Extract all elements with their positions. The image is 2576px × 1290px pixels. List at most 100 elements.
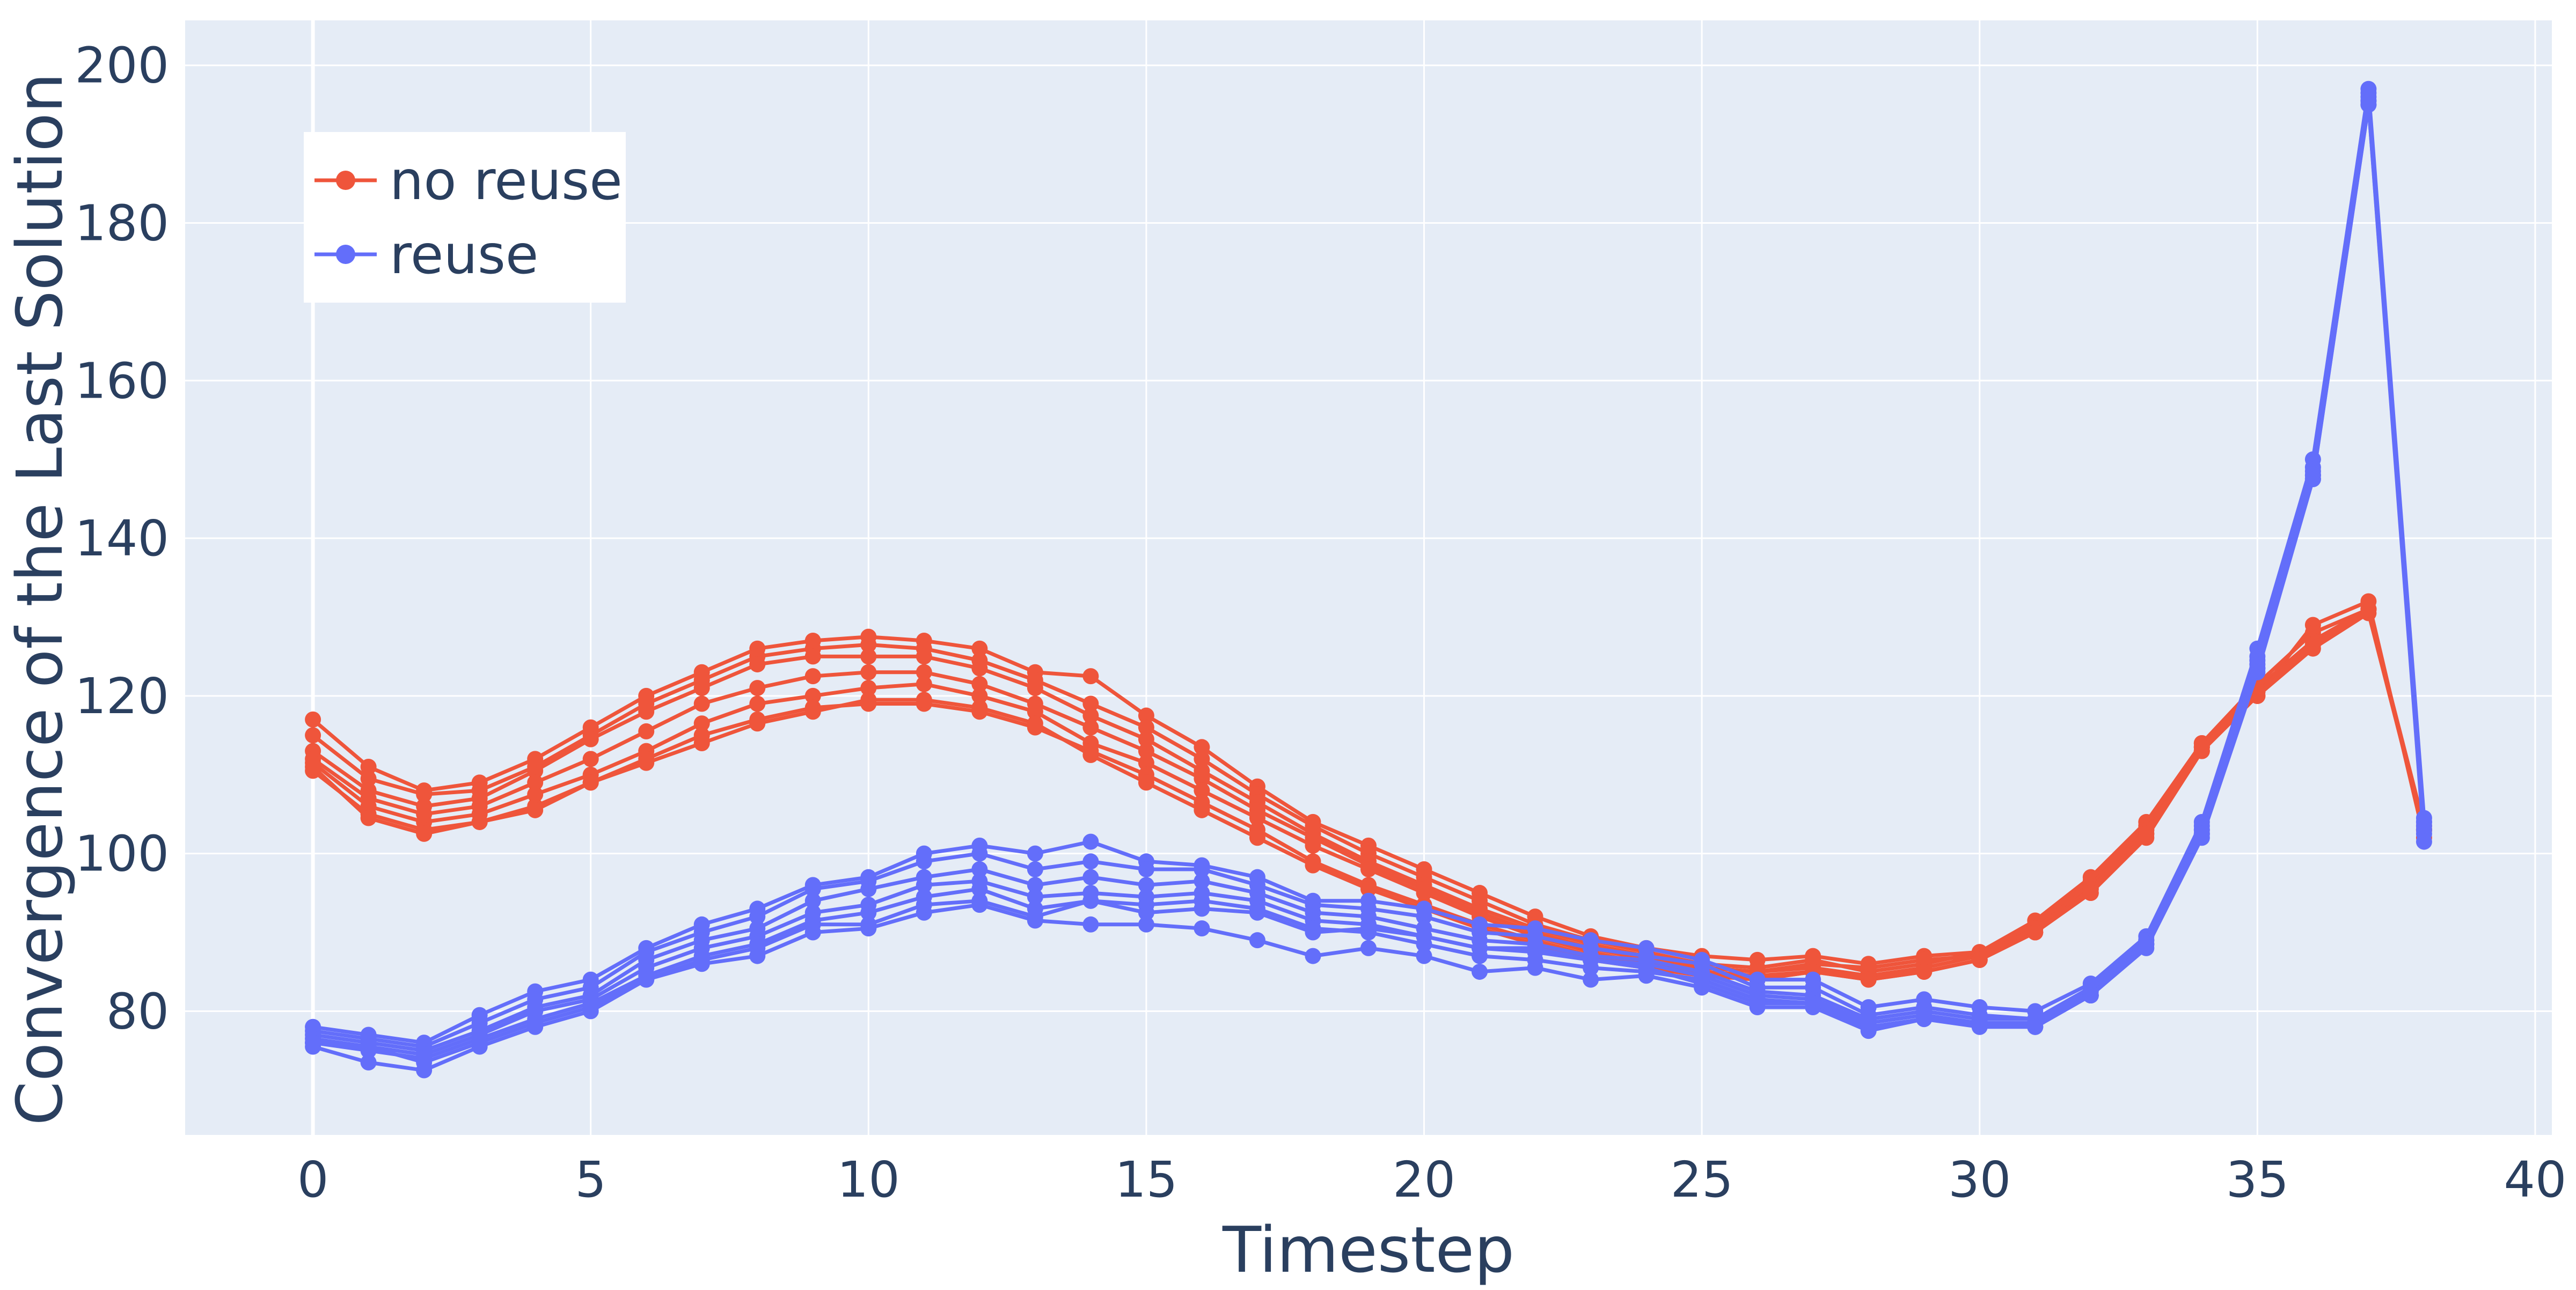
legend-box bbox=[304, 132, 626, 303]
data-point bbox=[1249, 904, 1265, 921]
data-point bbox=[860, 881, 877, 897]
data-point bbox=[360, 1054, 377, 1071]
data-point bbox=[638, 703, 655, 720]
data-point bbox=[749, 656, 766, 673]
data-point bbox=[2138, 825, 2155, 842]
data-point bbox=[1805, 995, 1821, 1012]
data-point bbox=[693, 680, 710, 697]
data-point bbox=[1082, 707, 1099, 724]
data-point bbox=[1416, 908, 1432, 925]
data-point bbox=[1360, 920, 1377, 937]
series-line-reuse-13 bbox=[305, 92, 2432, 1071]
x-tick-label: 0 bbox=[297, 1151, 329, 1208]
data-point bbox=[860, 648, 877, 665]
data-point bbox=[1194, 900, 1210, 917]
data-point bbox=[1527, 959, 1543, 976]
data-point bbox=[1138, 743, 1154, 759]
data-point bbox=[1749, 995, 1766, 1012]
data-point bbox=[1249, 830, 1265, 846]
data-point bbox=[527, 1015, 544, 1031]
data-point bbox=[2082, 987, 2099, 1004]
y-tick-label: 80 bbox=[106, 983, 169, 1040]
data-point bbox=[1416, 885, 1432, 901]
data-point bbox=[804, 881, 821, 897]
data-point bbox=[1138, 861, 1154, 877]
data-point bbox=[1583, 951, 1599, 968]
data-point bbox=[1082, 869, 1099, 885]
data-point bbox=[1583, 971, 1599, 988]
data-point bbox=[971, 687, 988, 704]
data-point bbox=[1027, 703, 1043, 720]
data-point bbox=[1082, 719, 1099, 736]
y-axis-title: Convergence of the Last Solution bbox=[3, 73, 77, 1126]
x-tick-label: 20 bbox=[1393, 1151, 1455, 1208]
data-point bbox=[1138, 904, 1154, 921]
data-point bbox=[416, 825, 433, 842]
data-point bbox=[1027, 889, 1043, 905]
x-axis-title: Timestep bbox=[1222, 1213, 1514, 1287]
data-point bbox=[971, 660, 988, 677]
data-point bbox=[2360, 92, 2377, 109]
data-point bbox=[1360, 940, 1377, 956]
data-point bbox=[2416, 813, 2432, 830]
data-point bbox=[638, 754, 655, 771]
data-point bbox=[916, 664, 932, 680]
data-point bbox=[1305, 948, 1321, 964]
data-point bbox=[1194, 861, 1210, 877]
data-point bbox=[1082, 916, 1099, 933]
data-point bbox=[1916, 1011, 1933, 1028]
data-point bbox=[971, 845, 988, 862]
y-tick-label: 120 bbox=[75, 668, 169, 725]
x-tick-label: 10 bbox=[837, 1151, 900, 1208]
data-point bbox=[1027, 877, 1043, 893]
y-tick-label: 180 bbox=[75, 195, 169, 252]
data-point bbox=[527, 763, 544, 779]
legend-swatch-marker bbox=[336, 171, 355, 190]
data-point bbox=[360, 810, 377, 826]
legend-label: reuse bbox=[390, 223, 538, 286]
data-point bbox=[2249, 687, 2266, 704]
data-point bbox=[1249, 810, 1265, 826]
data-point bbox=[860, 664, 877, 680]
x-tick-label: 15 bbox=[1115, 1151, 1177, 1208]
data-point bbox=[305, 711, 321, 728]
legend-item-no-reuse[interactable]: no reuse bbox=[314, 149, 623, 212]
data-point bbox=[693, 951, 710, 968]
data-point bbox=[582, 731, 599, 747]
data-point bbox=[305, 759, 321, 775]
data-point bbox=[1472, 963, 1488, 980]
data-point bbox=[1194, 771, 1210, 787]
data-point bbox=[1694, 975, 1710, 992]
data-point bbox=[916, 877, 932, 893]
data-point bbox=[1916, 963, 1933, 980]
data-point bbox=[693, 695, 710, 712]
data-point bbox=[749, 680, 766, 697]
data-point bbox=[1305, 924, 1321, 941]
data-point bbox=[2193, 825, 2210, 842]
data-point bbox=[1416, 948, 1432, 964]
data-point bbox=[1138, 754, 1154, 771]
data-point bbox=[971, 881, 988, 897]
data-point bbox=[1305, 837, 1321, 854]
data-point bbox=[1138, 774, 1154, 791]
data-point bbox=[1194, 751, 1210, 767]
data-point bbox=[1860, 971, 1877, 988]
data-point bbox=[2304, 636, 2321, 653]
legend-item-reuse[interactable]: reuse bbox=[314, 223, 538, 286]
data-point bbox=[1082, 695, 1099, 712]
data-point bbox=[1027, 908, 1043, 925]
data-point bbox=[638, 723, 655, 739]
x-tick-label: 25 bbox=[1671, 1151, 1733, 1208]
data-point bbox=[1027, 845, 1043, 862]
y-tick-label: 140 bbox=[75, 510, 169, 567]
data-point bbox=[2416, 833, 2432, 850]
data-point bbox=[1027, 680, 1043, 697]
data-point bbox=[749, 715, 766, 732]
data-point bbox=[1360, 861, 1377, 877]
data-point bbox=[1305, 857, 1321, 874]
data-point bbox=[693, 735, 710, 751]
data-point bbox=[1138, 916, 1154, 933]
data-point bbox=[1082, 853, 1099, 870]
